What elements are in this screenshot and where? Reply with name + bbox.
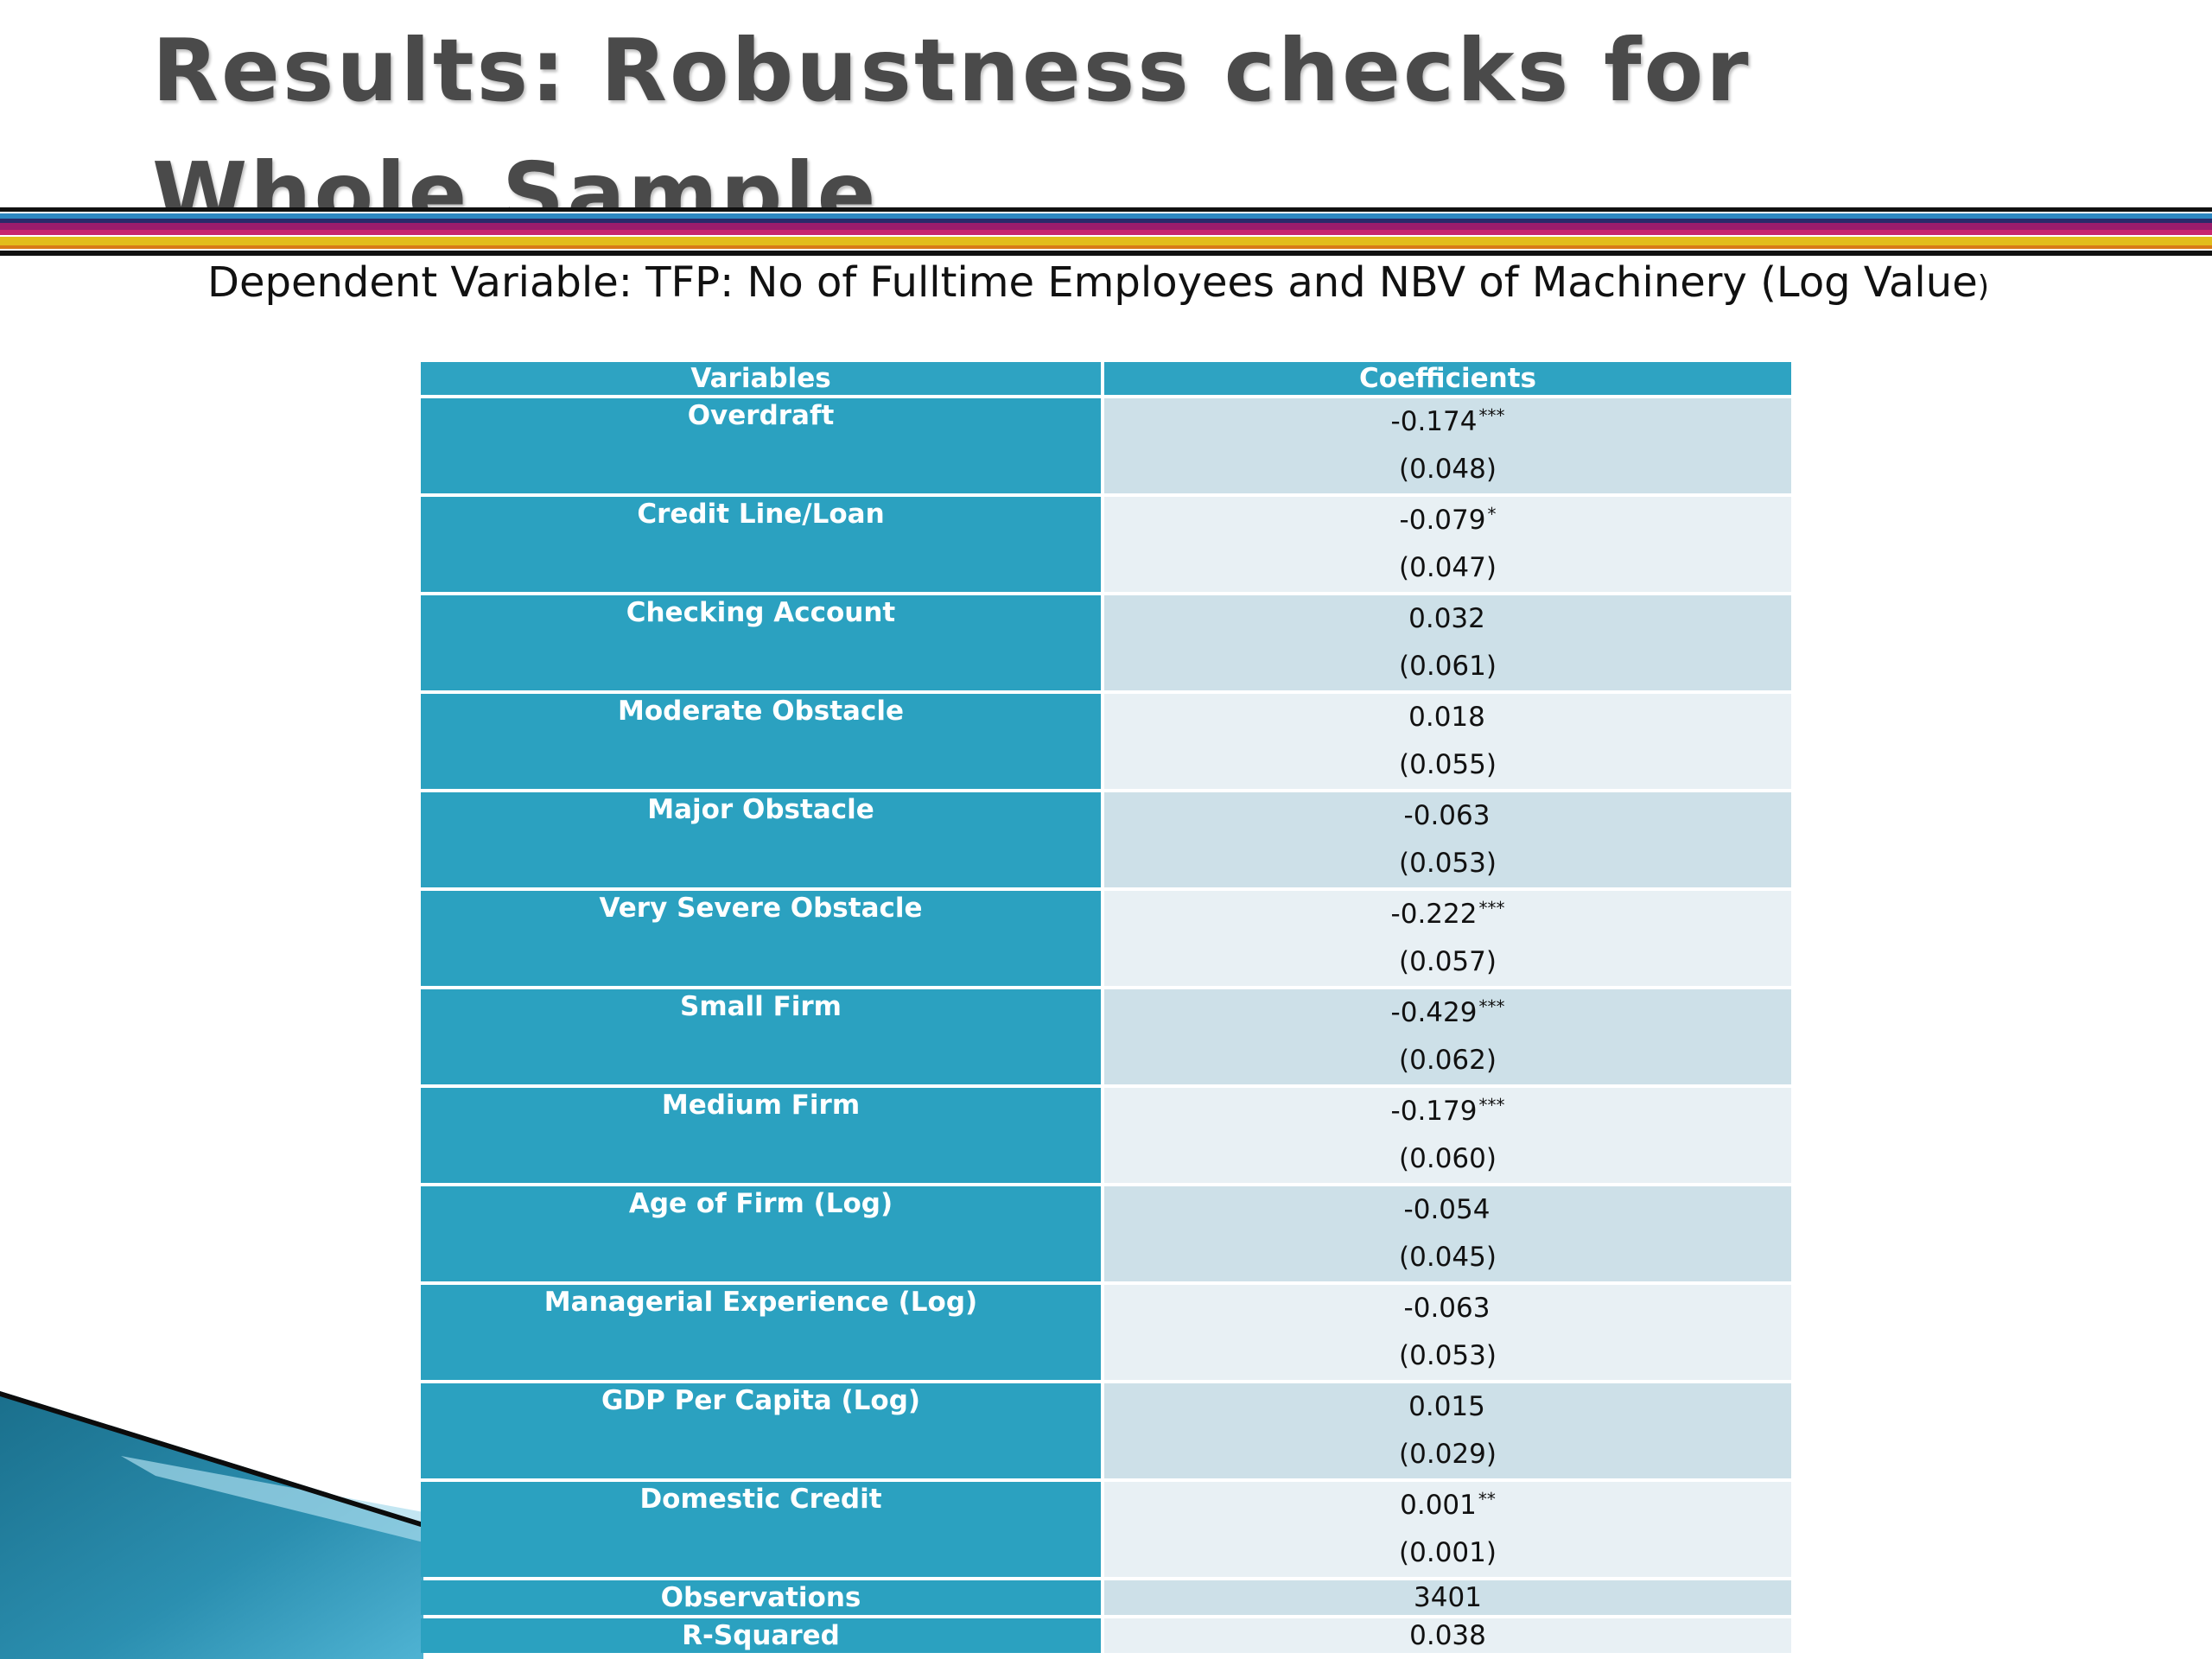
dependent-variable-subtitle: Dependent Variable: TFP: No of Fulltime … [207, 255, 2195, 315]
coefficient-number: -0.063 [1403, 1293, 1491, 1324]
r-squared-value: 0.038 [1409, 1620, 1486, 1651]
coefficient-number: -0.063 [1403, 800, 1491, 831]
coefficient-number: -0.079 [1399, 505, 1486, 536]
header-coefficients: Coefficients [1104, 362, 1791, 395]
coefficient-cell: -0.429 *** (0.062) [1104, 989, 1791, 1084]
table-row: Small Firm -0.429 *** (0.062) [421, 989, 1791, 1084]
significance-stars: *** [1478, 996, 1505, 1017]
table-row: Overdraft -0.174 *** (0.048) [421, 398, 1791, 493]
r-squared-value-cell: 0.038 [1104, 1618, 1791, 1653]
variable-name: Checking Account [421, 595, 1101, 690]
standard-error: (0.045) [1399, 1242, 1497, 1273]
variable-name: Age of Firm (Log) [421, 1186, 1101, 1281]
regression-results-table: Variables Coefficients Overdraft -0.174 *… [417, 359, 1795, 1656]
coefficient-cell: -0.174 *** (0.048) [1104, 398, 1791, 493]
standard-error: (0.029) [1399, 1439, 1497, 1470]
table-row: GDP Per Capita (Log) 0.015 (0.029) [421, 1383, 1791, 1478]
coefficient-value: 0.001 ** [1104, 1482, 1791, 1521]
coefficient-number: 0.032 [1408, 603, 1485, 634]
standard-error: (0.001) [1399, 1537, 1497, 1568]
coefficient-value: -0.222 *** [1104, 891, 1791, 930]
corner-swoosh-decoration [0, 1391, 423, 1659]
standard-error: (0.062) [1399, 1045, 1497, 1076]
subtitle-text: Dependent Variable: TFP: No of Fulltime … [207, 258, 1978, 307]
variable-name: Domestic Credit [421, 1482, 1101, 1577]
title-divider-band [0, 207, 2212, 257]
header-variables: Variables [421, 362, 1101, 395]
coefficient-number: -0.222 [1390, 899, 1478, 930]
r-squared-row: R-Squared 0.038 [421, 1618, 1791, 1653]
observations-value: 3401 [1414, 1582, 1482, 1613]
table-row: Managerial Experience (Log) -0.063 (0.053… [421, 1285, 1791, 1380]
significance-stars: *** [1478, 1095, 1505, 1116]
coefficient-cell: -0.063 (0.053) [1104, 1285, 1791, 1380]
standard-error: (0.048) [1399, 454, 1497, 485]
table-row: Checking Account 0.032 (0.061) [421, 595, 1791, 690]
coefficient-value: 0.032 [1104, 595, 1791, 634]
coefficient-value: -0.429 *** [1104, 989, 1791, 1028]
coefficient-value: -0.174 *** [1104, 398, 1791, 437]
coefficient-value: -0.079 * [1104, 497, 1791, 536]
table-row: Age of Firm (Log) -0.054 (0.045) [421, 1186, 1791, 1281]
slide-title: Results: Robustness checks for Whole Sam… [152, 20, 1751, 212]
swoosh-highlight-shape [121, 1456, 423, 1542]
coefficient-value: -0.063 [1104, 792, 1791, 831]
table-row: Medium Firm -0.179 *** (0.060) [421, 1088, 1791, 1183]
standard-error: (0.061) [1399, 651, 1497, 682]
standard-error: (0.057) [1399, 946, 1497, 977]
coefficient-cell: 0.001 ** (0.001) [1104, 1482, 1791, 1577]
variable-name: Very Severe Obstacle [421, 891, 1101, 986]
coefficient-number: -0.174 [1390, 406, 1478, 437]
coefficient-number: 0.018 [1408, 702, 1485, 733]
coefficient-number: 0.015 [1408, 1391, 1485, 1422]
table-row: Domestic Credit 0.001 ** (0.001) [421, 1482, 1791, 1577]
standard-error: (0.060) [1399, 1143, 1497, 1174]
observations-row: Observations 3401 [421, 1580, 1791, 1615]
coefficient-value: -0.054 [1104, 1186, 1791, 1225]
table-row: Very Severe Obstacle -0.222 *** (0.057) [421, 891, 1791, 986]
coefficient-cell: 0.018 (0.055) [1104, 694, 1791, 789]
table-row: Major Obstacle -0.063 (0.053) [421, 792, 1791, 887]
observations-label: Observations [421, 1580, 1101, 1615]
coefficient-value: -0.063 [1104, 1285, 1791, 1324]
standard-error: (0.055) [1399, 749, 1497, 780]
r-squared-label: R-Squared [421, 1618, 1101, 1653]
coefficient-cell: 0.015 (0.029) [1104, 1383, 1791, 1478]
table-row: Credit Line/Loan -0.079 * (0.047) [421, 497, 1791, 592]
coefficient-cell: -0.063 (0.053) [1104, 792, 1791, 887]
subtitle-closing-paren: ) [1977, 270, 1989, 304]
variable-name: Medium Firm [421, 1088, 1101, 1183]
coefficient-value: 0.015 [1104, 1383, 1791, 1422]
coefficient-number: 0.001 [1400, 1490, 1477, 1521]
observations-value-cell: 3401 [1104, 1580, 1791, 1615]
variable-name: Credit Line/Loan [421, 497, 1101, 592]
table-row: Moderate Obstacle 0.018 (0.055) [421, 694, 1791, 789]
coefficient-value: 0.018 [1104, 694, 1791, 733]
variable-name: GDP Per Capita (Log) [421, 1383, 1101, 1478]
coefficient-cell: -0.079 * (0.047) [1104, 497, 1791, 592]
significance-stars: * [1487, 504, 1497, 524]
significance-stars: *** [1478, 405, 1505, 426]
coefficient-value: -0.179 *** [1104, 1088, 1791, 1127]
coefficient-number: -0.179 [1390, 1096, 1478, 1127]
significance-stars: ** [1478, 1489, 1496, 1510]
coefficient-number: -0.429 [1390, 997, 1478, 1028]
standard-error: (0.047) [1399, 552, 1497, 583]
significance-stars: *** [1478, 898, 1505, 918]
coefficient-cell: -0.222 *** (0.057) [1104, 891, 1791, 986]
coefficient-cell: -0.179 *** (0.060) [1104, 1088, 1791, 1183]
variable-name: Major Obstacle [421, 792, 1101, 887]
coefficient-cell: 0.032 (0.061) [1104, 595, 1791, 690]
swoosh-fill-shape [0, 1391, 423, 1659]
variable-name: Overdraft [421, 398, 1101, 493]
variable-name: Small Firm [421, 989, 1101, 1084]
variable-name: Moderate Obstacle [421, 694, 1101, 789]
standard-error: (0.053) [1399, 1340, 1497, 1371]
variable-name: Managerial Experience (Log) [421, 1285, 1101, 1380]
table-header-row: Variables Coefficients [421, 362, 1791, 395]
standard-error: (0.053) [1399, 848, 1497, 879]
coefficient-number: -0.054 [1403, 1194, 1491, 1225]
coefficient-cell: -0.054 (0.045) [1104, 1186, 1791, 1281]
swoosh-dark-stroke [0, 1391, 423, 1528]
